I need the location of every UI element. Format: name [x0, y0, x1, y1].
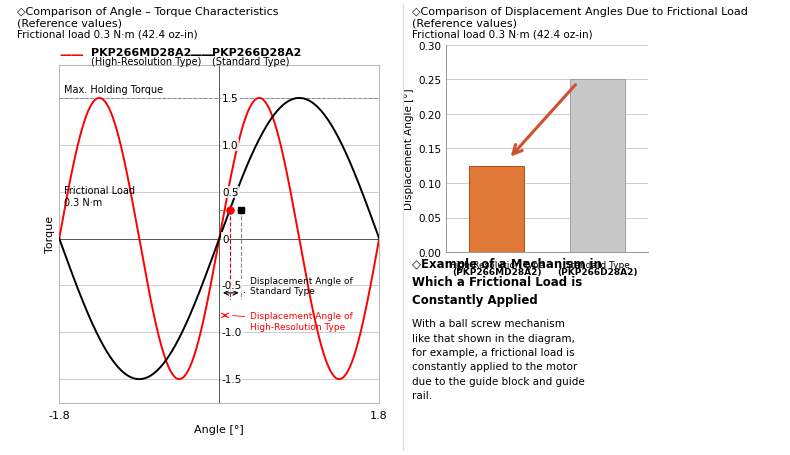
Text: Frictional Load
0.3 N·m: Frictional Load 0.3 N·m — [64, 186, 134, 207]
Text: -1.0: -1.0 — [222, 328, 243, 338]
Text: ——: —— — [59, 49, 84, 62]
Text: (High-Resolution Type): (High-Resolution Type) — [91, 56, 201, 66]
Text: -1.5: -1.5 — [222, 374, 243, 384]
Text: -0.5: -0.5 — [222, 281, 243, 291]
Bar — [570, 80, 625, 253]
Text: ◇Comparison of Angle – Torque Characteristics: ◇Comparison of Angle – Torque Characteri… — [17, 7, 279, 17]
Text: ◇Example of a Mechanism in
Which a Frictional Load is
Constantly Applied: ◇Example of a Mechanism in Which a Frict… — [412, 257, 602, 306]
Text: ——: —— — [190, 49, 214, 62]
Text: 1.5: 1.5 — [222, 94, 239, 104]
Text: Max. Holding Torque: Max. Holding Torque — [64, 85, 163, 95]
Text: Displacement Angle of
Standard Type: Displacement Angle of Standard Type — [244, 276, 353, 295]
Text: (Reference values): (Reference values) — [17, 18, 122, 28]
X-axis label: Angle [°]: Angle [°] — [194, 425, 244, 435]
Text: (Standard Type): (Standard Type) — [212, 56, 289, 66]
Text: (PKP266MD28A2): (PKP266MD28A2) — [452, 268, 541, 276]
Text: 0: 0 — [222, 234, 228, 244]
Bar — [469, 166, 525, 253]
Text: Standard Type: Standard Type — [565, 260, 630, 269]
Text: Frictional load 0.3 N·m (42.4 oz-in): Frictional load 0.3 N·m (42.4 oz-in) — [17, 29, 198, 39]
Text: With a ball screw mechanism
like that shown in the diagram,
for example, a frict: With a ball screw mechanism like that sh… — [412, 318, 585, 400]
Text: PKP266MD28A2: PKP266MD28A2 — [91, 48, 191, 58]
Text: PKP266D28A2: PKP266D28A2 — [212, 48, 301, 58]
Text: High-Resolution Type: High-Resolution Type — [449, 260, 544, 269]
Text: ◇Comparison of Displacement Angles Due to Frictional Load: ◇Comparison of Displacement Angles Due t… — [412, 7, 748, 17]
Text: (PKP266D28A2): (PKP266D28A2) — [557, 268, 638, 276]
Text: 1.0: 1.0 — [222, 141, 239, 151]
Text: Displacement Angle of
High-Resolution Type: Displacement Angle of High-Resolution Ty… — [233, 312, 353, 331]
Y-axis label: Displacement Angle [°]: Displacement Angle [°] — [404, 88, 414, 210]
Y-axis label: Torque: Torque — [45, 216, 55, 253]
Text: (Reference values): (Reference values) — [412, 18, 517, 28]
Text: Frictional load 0.3 N·m (42.4 oz-in): Frictional load 0.3 N·m (42.4 oz-in) — [412, 29, 593, 39]
Text: 0.5: 0.5 — [222, 187, 239, 197]
